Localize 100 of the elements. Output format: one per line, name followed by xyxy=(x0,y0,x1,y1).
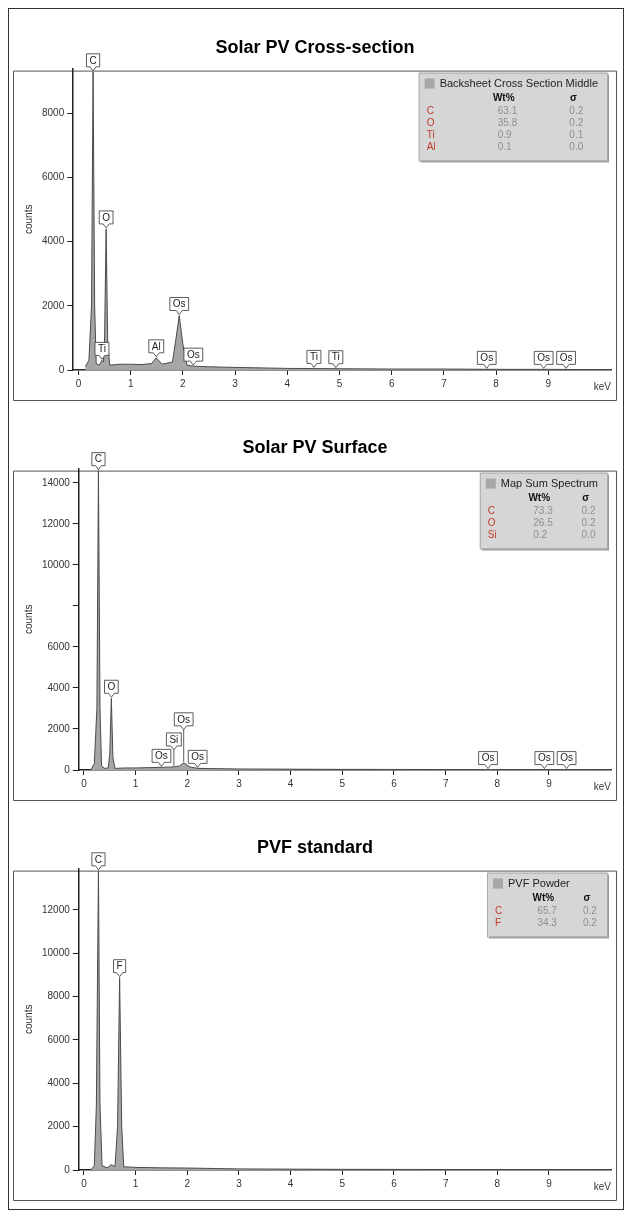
annotation: 0.2 xyxy=(583,905,598,917)
annotation: C xyxy=(89,54,97,66)
annotation: 73.3 xyxy=(533,505,554,517)
y-tick-label: 4000 xyxy=(47,1077,71,1089)
annotation: Ti xyxy=(309,351,318,363)
x-tick-label: 2 xyxy=(180,377,187,389)
annotation: 0.1 xyxy=(497,141,513,153)
annotation: O xyxy=(487,517,496,529)
annotation: 34.3 xyxy=(537,917,558,929)
annotation: C xyxy=(487,505,496,517)
chart-title: Solar PV Cross-section xyxy=(215,36,415,57)
annotation: C xyxy=(495,905,503,917)
annotation: O xyxy=(426,117,435,129)
y-tick-label: 12000 xyxy=(42,517,71,529)
annotation: 0.2 xyxy=(581,517,596,529)
annotation: Wt% xyxy=(532,892,555,904)
x-tick-label: 4 xyxy=(284,377,291,389)
annotation: 0.1 xyxy=(569,129,584,141)
x-tick-label: 8 xyxy=(493,377,500,389)
annotation: Os xyxy=(560,752,573,764)
y-tick-label: 8000 xyxy=(47,990,71,1002)
x-tick-label: 0 xyxy=(81,1177,88,1189)
y-tick-label: 6000 xyxy=(47,1033,71,1045)
y-axis-title: counts xyxy=(22,1004,34,1035)
annotation: C xyxy=(94,453,103,465)
annotation: F xyxy=(495,917,502,929)
x-tick-label: 3 xyxy=(232,377,239,389)
annotation: O xyxy=(107,680,116,692)
chart-title: Solar PV Surface xyxy=(242,436,388,457)
annotation: Si xyxy=(487,529,497,541)
y-tick-label: 0 xyxy=(64,763,71,775)
annotation: Ti xyxy=(426,129,435,141)
annotation: 0.0 xyxy=(581,529,596,541)
x-tick-label: 7 xyxy=(441,377,448,389)
y-tick-label: 2000 xyxy=(42,299,65,311)
y-axis-title: counts xyxy=(22,204,34,235)
y-tick-label: 12000 xyxy=(42,903,71,915)
annotation: 0.2 xyxy=(569,105,584,117)
annotation: Al xyxy=(426,141,436,153)
annotation: 63.1 xyxy=(497,105,518,117)
annotation: Os xyxy=(537,352,551,364)
x-tick-label: 8 xyxy=(494,777,501,789)
annotation: Os xyxy=(172,298,186,310)
y-tick-label: 2000 xyxy=(47,1120,71,1132)
y-tick-label: 10000 xyxy=(42,946,71,958)
legend-label: PVF Powder xyxy=(508,877,571,890)
y-tick-label: 14000 xyxy=(42,476,71,488)
x-tick-label: 0 xyxy=(81,777,88,789)
annotation: Os xyxy=(481,752,495,764)
x-tick-label: 4 xyxy=(287,1177,294,1189)
annotation: 0.0 xyxy=(569,141,584,153)
y-tick-label: 0 xyxy=(64,1163,71,1175)
x-tick-label: 0 xyxy=(75,377,82,389)
annotation: 0.2 xyxy=(533,529,548,541)
annotation: Ti xyxy=(331,351,340,363)
annotation: Os xyxy=(186,348,200,360)
x-tick-label: 6 xyxy=(391,1177,398,1189)
x-axis-title: keV xyxy=(593,780,612,792)
annotation: 0.9 xyxy=(497,129,513,141)
y-tick-label: 8000 xyxy=(42,107,65,119)
annotation: Os xyxy=(480,352,494,364)
y-tick-label: 6000 xyxy=(42,171,65,183)
x-tick-label: 7 xyxy=(442,1177,449,1189)
x-tick-label: 5 xyxy=(339,1177,346,1189)
y-tick-label: 6000 xyxy=(47,640,71,652)
x-tick-label: 9 xyxy=(546,777,553,789)
annotation: σ xyxy=(582,492,590,504)
x-tick-label: 1 xyxy=(132,777,139,789)
annotation: Ti xyxy=(97,343,106,355)
x-tick-label: 9 xyxy=(545,377,552,389)
x-tick-label: 3 xyxy=(236,777,243,789)
x-tick-label: 1 xyxy=(132,1177,139,1189)
annotation: Os xyxy=(537,752,551,764)
annotation: Wt% xyxy=(492,92,515,104)
annotation: 0.2 xyxy=(583,917,598,929)
x-tick-label: 6 xyxy=(388,377,395,389)
y-tick-label: 2000 xyxy=(47,722,71,734)
y-tick-label: 4000 xyxy=(47,681,71,693)
annotation: Al xyxy=(151,340,161,352)
annotation: σ xyxy=(583,892,591,904)
legend-label: Map Sum Spectrum xyxy=(500,477,598,490)
x-tick-label: 2 xyxy=(184,1177,191,1189)
annotation: σ xyxy=(569,92,577,104)
annotation: 26.5 xyxy=(533,517,554,529)
x-tick-label: 7 xyxy=(442,777,449,789)
y-axis-title: counts xyxy=(22,604,34,635)
legend-label: Backsheet Cross Section Middle xyxy=(439,77,599,90)
annotation: C xyxy=(426,105,434,117)
annotation: Os xyxy=(177,713,191,725)
annotation: C xyxy=(94,853,103,865)
annotation: F xyxy=(116,960,123,972)
x-axis-title: keV xyxy=(593,380,612,392)
x-tick-label: 1 xyxy=(127,377,134,389)
x-tick-label: 3 xyxy=(236,1177,243,1189)
annotation: Wt% xyxy=(528,492,551,504)
x-tick-label: 5 xyxy=(336,377,343,389)
y-tick-label: 10000 xyxy=(42,558,71,570)
annotation: Os xyxy=(191,751,205,763)
y-tick-label: 0 xyxy=(58,363,65,375)
annotation: 0.2 xyxy=(581,505,596,517)
